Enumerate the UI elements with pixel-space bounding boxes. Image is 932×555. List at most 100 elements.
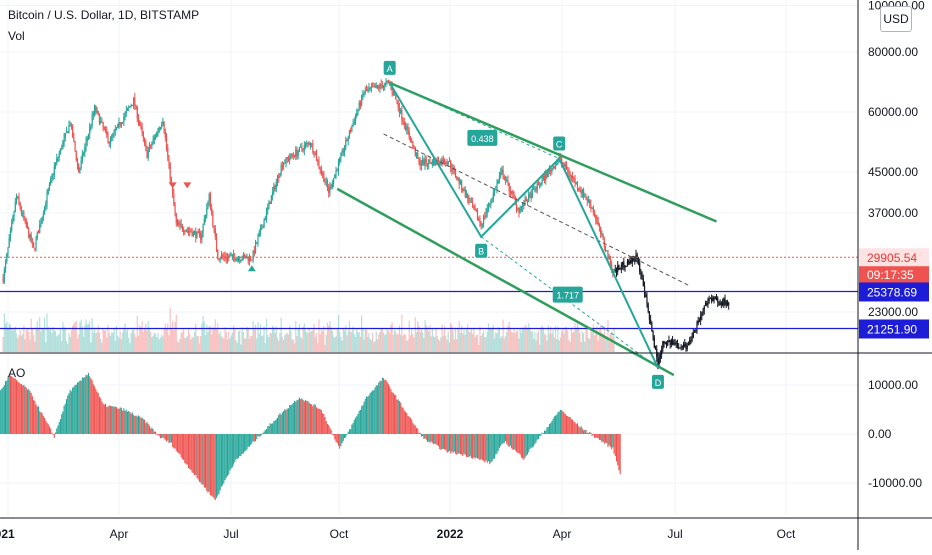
ao-bar — [154, 432, 155, 434]
volume-bar — [251, 336, 252, 352]
ao-bar — [287, 409, 288, 434]
volume-bar — [392, 322, 393, 352]
volume-bar — [488, 323, 489, 352]
ao-bar — [488, 434, 489, 461]
candle-body — [406, 126, 407, 129]
candle-body — [535, 189, 536, 191]
candle-body — [651, 323, 652, 331]
volume-bar — [277, 338, 278, 352]
ao-bar — [309, 403, 310, 434]
candle-body — [28, 229, 29, 238]
volume-bar — [105, 330, 106, 352]
candle-body — [679, 348, 680, 349]
candle-body — [342, 150, 343, 153]
ao-bar — [346, 434, 347, 435]
ao-bar — [340, 434, 341, 446]
ao-bar — [439, 434, 440, 449]
candle-body — [153, 139, 154, 143]
volume-bar — [9, 323, 10, 352]
ao-bar — [394, 395, 395, 434]
candle-body — [540, 183, 541, 185]
ao-bar — [48, 424, 49, 434]
candle-body — [26, 220, 27, 226]
ao-bar — [68, 393, 69, 434]
volume-bar — [117, 336, 118, 352]
candle-body — [60, 148, 61, 153]
candle-body — [405, 125, 406, 130]
candle-body — [293, 155, 294, 156]
volume-bar — [103, 328, 104, 352]
currency-button[interactable]: USD — [880, 6, 912, 32]
candle-body — [444, 159, 445, 163]
ao-bar — [149, 426, 150, 434]
candle-body — [646, 297, 647, 304]
volume-bar — [429, 325, 430, 352]
candle-body — [254, 251, 255, 253]
volume-bar — [456, 339, 457, 352]
candle-body — [543, 176, 544, 179]
volume-bar — [49, 330, 50, 352]
ao-bar — [322, 413, 323, 434]
ao-bar — [350, 429, 351, 434]
volume-bar — [465, 335, 466, 352]
ao-label: AO — [8, 366, 25, 380]
ao-bar — [556, 415, 557, 434]
volume-bar — [17, 338, 18, 352]
candle-body — [242, 259, 243, 260]
ao-bar — [387, 382, 388, 434]
candle-body — [421, 164, 422, 166]
ao-bar — [255, 434, 256, 441]
candle-body — [198, 232, 199, 233]
volume-bar — [193, 338, 194, 352]
ao-bar — [472, 434, 473, 459]
ao-bar — [532, 434, 533, 448]
volume-bar — [11, 329, 12, 352]
ao-bar — [578, 426, 579, 434]
volume-bar — [585, 326, 586, 352]
ao-bar — [282, 412, 283, 434]
volume-bar — [282, 337, 283, 352]
candle-body — [632, 257, 633, 263]
ao-bar — [579, 428, 580, 434]
ao-bar — [399, 401, 400, 434]
volume-bar — [131, 333, 132, 352]
ao-bar — [617, 434, 618, 465]
candle-body — [5, 262, 6, 270]
volume-bar — [238, 331, 239, 352]
ao-bar — [393, 393, 394, 434]
volume-bar — [42, 328, 43, 352]
volume-bar — [570, 342, 571, 352]
ao-bar — [416, 428, 417, 434]
volume-bar — [46, 314, 47, 352]
ao-bar — [351, 424, 352, 434]
ao-bar — [565, 414, 566, 434]
volume-bar — [92, 318, 93, 352]
candle-body — [193, 232, 194, 236]
volume-bar — [515, 333, 516, 352]
volume-bar — [542, 326, 543, 352]
volume-bar — [462, 334, 463, 352]
volume-bar — [274, 333, 275, 352]
volume-bar — [549, 333, 550, 352]
candle-body — [616, 271, 617, 272]
volume-bar — [170, 308, 171, 352]
ao-bar — [288, 408, 289, 434]
candle-body — [713, 297, 714, 299]
volume-bar — [420, 332, 421, 352]
ao-bar — [51, 433, 52, 434]
candle-body — [485, 213, 486, 217]
volume-bar — [20, 330, 21, 352]
volume-bar — [385, 334, 386, 352]
ao-bar — [151, 427, 152, 434]
volume-bar — [394, 330, 395, 352]
candle-body — [33, 243, 34, 248]
volume-bar — [84, 325, 85, 352]
candle-body — [179, 224, 180, 225]
candle-body — [666, 343, 667, 346]
candle-body — [417, 153, 418, 159]
candle-body — [615, 269, 616, 270]
candle-body — [66, 131, 67, 133]
candle-body — [263, 220, 264, 227]
